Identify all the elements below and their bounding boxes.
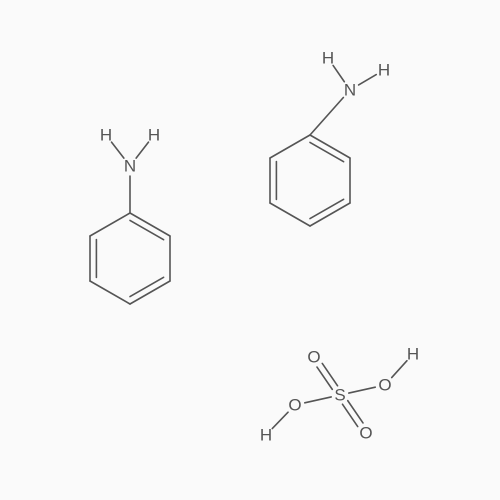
- atom-o: O: [359, 424, 372, 443]
- sulfuric-acid: SOOOOHH: [260, 345, 419, 445]
- atom-h: H: [407, 345, 419, 364]
- atom-h: H: [100, 126, 112, 145]
- atom-h: H: [322, 49, 334, 68]
- atom-n: N: [344, 81, 356, 100]
- atom-n: N: [124, 157, 136, 176]
- atom-h: H: [378, 61, 390, 80]
- atom-o: O: [378, 376, 391, 395]
- atom-h: H: [148, 126, 160, 145]
- atom-o: O: [288, 396, 301, 415]
- atom-o: O: [307, 348, 320, 367]
- atom-h: H: [260, 426, 272, 445]
- chemical-structure-diagram: NHHNHHSOOOOHH: [0, 0, 500, 500]
- aniline-right: NHH: [270, 49, 390, 227]
- atom-s: S: [334, 386, 345, 405]
- aniline-left: NH H: [90, 126, 170, 305]
